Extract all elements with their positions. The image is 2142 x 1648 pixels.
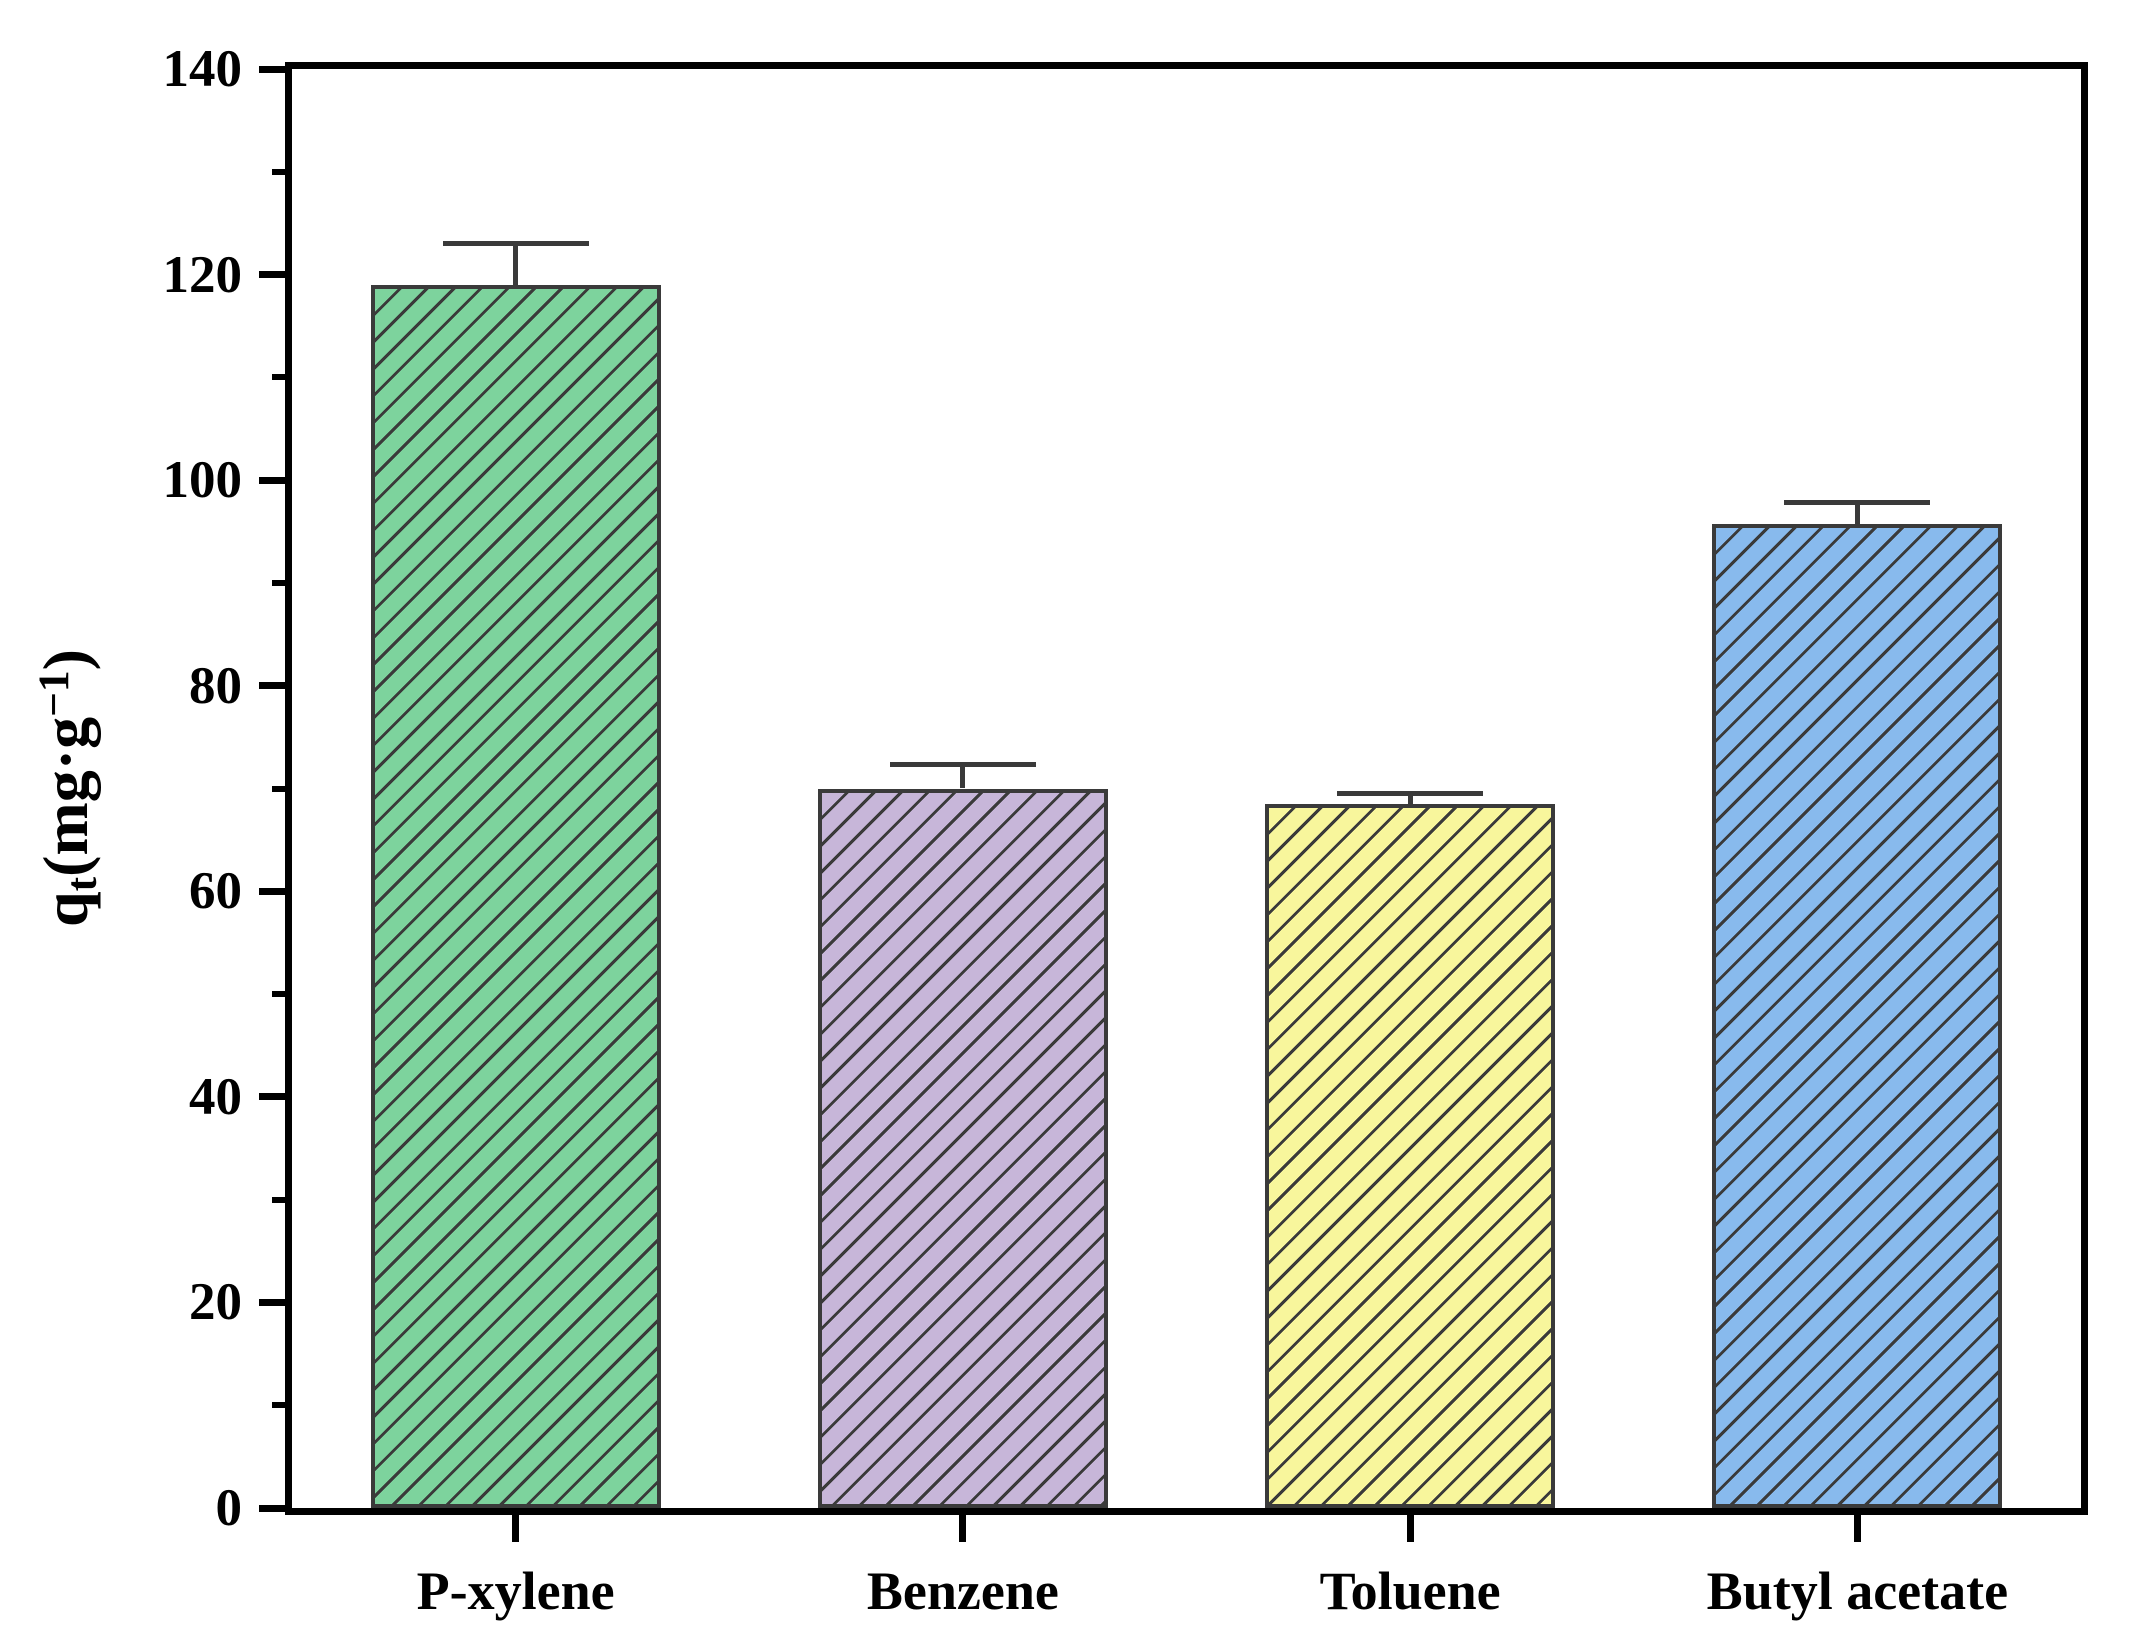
y-major-tick-0 [259,1504,285,1512]
error-bar-cap-p-xylene [442,241,589,247]
y-minor-tick-90 [272,579,285,586]
y-tick-label-100: 100 [162,451,243,510]
y-major-tick-100 [259,476,285,484]
error-bar-cap-toluene [1337,791,1484,797]
error-bar-stem-butyl-acetate [1854,502,1860,525]
x-category-label-benzene: Benzene [866,1561,1059,1621]
y-tick-label-40: 40 [189,1067,242,1126]
y-minor-tick-50 [272,991,285,998]
x-category-label-butyl-acetate: Butyl acetate [1706,1561,2009,1621]
error-bar-cap-butyl-acetate [1784,500,1931,506]
y-minor-tick-130 [272,168,285,175]
y-tick-label-80: 80 [189,656,242,715]
bar-butyl-acetate [1712,524,2003,1508]
error-bar-stem-benzene [960,764,966,789]
error-bar-cap-benzene [889,762,1036,768]
y-tick-label-0: 0 [215,1479,243,1537]
error-bar-stem-toluene [1407,793,1413,804]
y-major-tick-60 [259,887,285,895]
x-category-label-p-xylene: P-xylene [416,1561,615,1621]
x-tick-benzene [959,1515,967,1542]
y-major-tick-40 [259,1093,285,1101]
error-bar-stem-p-xylene [513,243,519,285]
bar-benzene [817,788,1108,1508]
y-major-tick-140 [259,65,285,73]
y-minor-tick-10 [272,1402,285,1409]
x-tick-butyl-acetate [1853,1515,1861,1542]
y-minor-tick-70 [272,785,285,792]
y-major-tick-120 [259,271,285,279]
bar-p-xylene [370,284,661,1508]
y-axis-title-unit-open: (mg·g [30,716,101,877]
x-category-label-toluene: Toluene [1319,1561,1501,1621]
x-tick-p-xylene [512,1515,520,1542]
y-major-tick-20 [259,1298,285,1306]
y-tick-label-120: 120 [162,245,243,304]
y-tick-label-60: 60 [189,862,242,921]
y-major-tick-80 [259,682,285,690]
y-tick-label-20: 20 [189,1273,242,1332]
y-minor-tick-30 [272,1196,285,1203]
bar-toluene [1265,803,1556,1508]
y-tick-label-140: 140 [162,40,243,98]
y-minor-tick-110 [272,374,285,381]
x-tick-toluene [1406,1515,1414,1542]
plot-inner-area [292,69,2081,1508]
